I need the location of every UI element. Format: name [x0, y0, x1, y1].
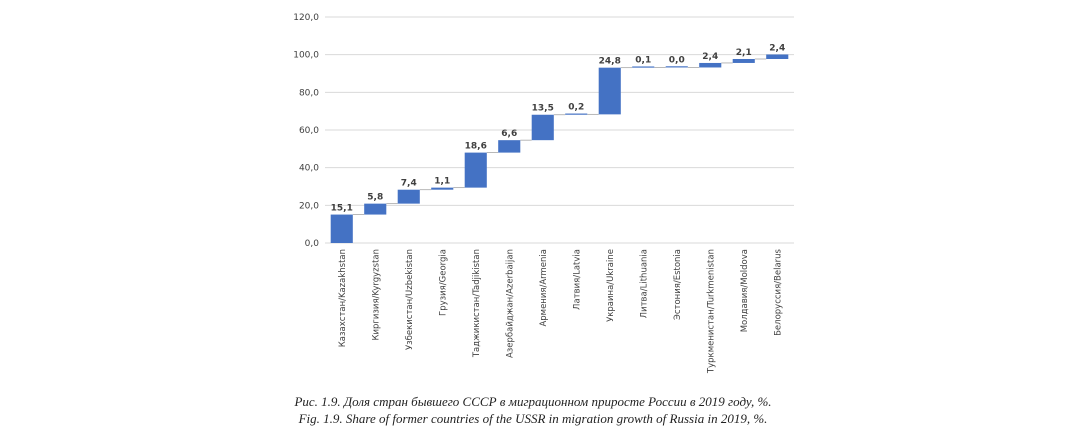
bar: [632, 66, 655, 68]
data-label: 2,1: [736, 48, 752, 58]
category-label: Таджикистан/Tadjikistan: [472, 249, 482, 358]
category-label: Азербайджан/Azerbaijan: [505, 249, 515, 358]
data-label: 0,1: [635, 55, 651, 65]
category-label: Грузия/Georgia: [438, 249, 448, 316]
bar: [330, 214, 353, 243]
data-label: 6,6: [501, 129, 517, 139]
y-tick-label: 80,0: [299, 88, 319, 98]
category-label: Латвия/Latvia: [572, 249, 582, 310]
y-tick-label: 20,0: [299, 201, 319, 211]
category-label: Белоруссия/Belarus: [773, 248, 783, 335]
bar: [431, 187, 454, 190]
bar: [699, 62, 722, 68]
data-label: 1,1: [434, 177, 450, 187]
data-labels: 15,1 5,8 7,4 1,1 18,6 6,6 13,5 0,2 24,8 0,1 0,0 2,4…: [331, 43, 786, 213]
y-axis-tick-labels: 0,0 20,0 40,0 60,0 80,0 100,0 120,0: [293, 13, 319, 249]
data-label: 0,2: [568, 103, 584, 113]
bar: [665, 66, 688, 68]
bar: [732, 58, 755, 63]
bar: [598, 67, 621, 115]
data-label: 13,5: [532, 104, 554, 114]
bar: [397, 189, 420, 204]
category-label: Литва/Lithuania: [639, 249, 649, 318]
category-label: Молдавия/Moldova: [740, 249, 750, 332]
bar: [498, 140, 521, 153]
category-label: Узбекистан/Uzbekistan: [405, 249, 415, 350]
bar: [364, 203, 387, 215]
caption-en: Fig. 1.9. Share of former countries of t…: [298, 411, 768, 426]
y-tick-label: 120,0: [293, 13, 319, 23]
data-label: 24,8: [599, 57, 621, 67]
caption-ru: Рис. 1.9. Доля стран бывшего СССР в мигр…: [294, 394, 772, 409]
category-label: Туркменистан/Turkmenistan: [706, 249, 716, 374]
category-label: Казахстан/Kazakhstan: [338, 249, 348, 347]
y-tick-label: 100,0: [293, 51, 319, 61]
y-tick-label: 0,0: [305, 239, 320, 249]
bars: [330, 54, 789, 243]
data-label: 15,1: [331, 204, 353, 214]
y-tick-label: 40,0: [299, 164, 319, 174]
waterfall-chart: 0,0 20,0 40,0 60,0 80,0 100,0 120,0 15,1 5,8 7,4…: [293, 13, 794, 374]
bar: [565, 113, 588, 115]
data-label: 18,6: [465, 142, 487, 152]
category-label: Эстония/Estonia: [673, 249, 683, 320]
category-label: Киргизия/Kyrgyzstan: [371, 249, 381, 341]
connector-lines: [352, 58, 767, 215]
category-label: Армения/Armenia: [539, 249, 549, 327]
bar: [531, 114, 554, 141]
data-label: 2,4: [702, 52, 718, 62]
bar: [766, 54, 789, 59]
data-label: 7,4: [401, 179, 417, 189]
data-label: 5,8: [367, 193, 383, 203]
data-label: 2,4: [769, 43, 785, 53]
category-labels: Казахстан/Kazakhstan Киргизия/Kyrgyzstan У…: [338, 248, 784, 374]
y-tick-label: 60,0: [299, 126, 319, 136]
data-label: 0,0: [669, 55, 685, 65]
category-label: Украина/Ukraine: [606, 249, 616, 322]
gridlines: [325, 16, 794, 244]
bar: [464, 152, 487, 188]
